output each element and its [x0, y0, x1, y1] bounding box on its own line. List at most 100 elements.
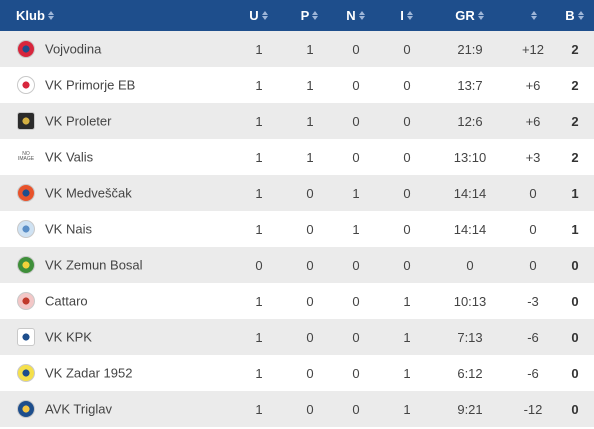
sort-icon[interactable]: [312, 11, 319, 21]
column-header-label: P: [300, 8, 310, 23]
column-header-goals[interactable]: GR: [430, 0, 510, 31]
club-logo-icon: [17, 220, 35, 238]
sort-icon[interactable]: [261, 11, 269, 21]
goal-difference-cell: -6: [527, 329, 539, 345]
column-header-points[interactable]: B: [556, 0, 594, 31]
played-cell: 1: [255, 329, 263, 345]
goals-cell: 13:10: [453, 149, 487, 165]
draws-cell: 1: [352, 185, 360, 201]
club-cell[interactable]: VK Zemun Bosal: [0, 247, 226, 283]
points-cell: 0: [571, 365, 579, 381]
table-row[interactable]: AVK Triglav 1 0 0 1 9:21 -12 0: [0, 391, 594, 427]
goal-difference-cell: +6: [525, 113, 541, 129]
points-cell: 1: [571, 185, 579, 201]
table-row[interactable]: VK Nais 1 0 1 0 14:14 0 1: [0, 211, 594, 247]
sort-icon[interactable]: [577, 11, 585, 21]
wins-cell: 0: [306, 257, 314, 273]
club-logo-icon: [17, 76, 35, 94]
club-cell[interactable]: VK Zadar 1952: [0, 355, 226, 391]
club-name[interactable]: VK Nais: [45, 221, 92, 237]
losses-cell: 0: [403, 77, 411, 93]
column-header-losses[interactable]: I: [384, 0, 430, 31]
column-header-label: N: [346, 8, 356, 23]
goal-difference-cell: +6: [525, 77, 541, 93]
club-name[interactable]: AVK Triglav: [45, 401, 112, 417]
goals-cell: 6:12: [457, 365, 483, 381]
wins-cell: 0: [306, 401, 314, 417]
club-cell[interactable]: VK Proleter: [0, 103, 226, 139]
column-header-club[interactable]: Klub: [0, 0, 226, 31]
column-header-label: B: [565, 8, 575, 23]
goal-difference-cell: +3: [525, 149, 541, 165]
club-name[interactable]: Vojvodina: [45, 41, 102, 57]
goal-difference-cell: 0: [529, 221, 537, 237]
no-image-label: NO: [22, 151, 30, 157]
played-cell: 1: [255, 113, 263, 129]
played-cell: 1: [255, 365, 263, 381]
goals-cell: 12:6: [457, 113, 483, 129]
goals-cell: 14:14: [453, 185, 487, 201]
column-header-played[interactable]: U: [226, 0, 292, 31]
column-header-draws[interactable]: N: [328, 0, 384, 31]
club-name[interactable]: VK Zadar 1952: [45, 365, 133, 381]
club-name[interactable]: VK Primorje EB: [45, 77, 136, 93]
club-cell[interactable]: NO IMAGE VK Valis: [0, 139, 226, 175]
goals-cell: 21:9: [457, 41, 483, 57]
club-cell[interactable]: VK Primorje EB: [0, 67, 226, 103]
club-name[interactable]: VK KPK: [45, 329, 92, 345]
club-name[interactable]: VK Zemun Bosal: [45, 257, 143, 273]
table-row[interactable]: VK Primorje EB 1 1 0 0 13:7 +6 2: [0, 67, 594, 103]
table-row[interactable]: VK Zemun Bosal 0 0 0 0 0 0 0: [0, 247, 594, 283]
club-logo-icon: [17, 364, 35, 382]
club-cell[interactable]: VK Nais: [0, 211, 226, 247]
goal-difference-cell: -12: [523, 401, 543, 417]
club-name[interactable]: VK Medveščak: [45, 185, 132, 201]
played-cell: 1: [255, 221, 263, 237]
table-row[interactable]: VK KPK 1 0 0 1 7:13 -6 0: [0, 319, 594, 355]
club-name[interactable]: VK Valis: [45, 149, 94, 165]
column-header-label: Klub: [16, 8, 45, 23]
sort-icon[interactable]: [358, 11, 366, 21]
table-header-row: Klub U P N I GR B: [0, 0, 594, 31]
table-row[interactable]: VK Medveščak 1 0 1 0 14:14 0 1: [0, 175, 594, 211]
sort-icon[interactable]: [406, 11, 414, 21]
club-logo-icon: [17, 400, 35, 418]
losses-cell: 0: [403, 149, 411, 165]
club-cell[interactable]: VK KPK: [0, 319, 226, 355]
sort-icon[interactable]: [477, 11, 485, 21]
goals-cell: 10:13: [453, 293, 487, 309]
wins-cell: 1: [306, 113, 314, 129]
club-name[interactable]: Cattaro: [45, 293, 88, 309]
played-cell: 1: [255, 77, 263, 93]
table-row[interactable]: Cattaro 1 0 0 1 10:13 -3 0: [0, 283, 594, 319]
draws-cell: 0: [352, 77, 360, 93]
played-cell: 1: [255, 41, 263, 57]
column-header-wins[interactable]: P: [292, 0, 328, 31]
wins-cell: 1: [306, 149, 314, 165]
goals-cell: 7:13: [457, 329, 483, 345]
losses-cell: 0: [403, 221, 411, 237]
points-cell: 0: [571, 257, 579, 273]
table-row[interactable]: Vojvodina 1 1 0 0 21:9 +12 2: [0, 31, 594, 67]
club-cell[interactable]: AVK Triglav: [0, 391, 226, 427]
points-cell: 2: [571, 77, 579, 93]
club-cell[interactable]: Vojvodina: [0, 31, 226, 67]
draws-cell: 0: [352, 149, 360, 165]
table-row[interactable]: VK Proleter 1 1 0 0 12:6 +6 2: [0, 103, 594, 139]
club-logo-icon: [17, 328, 35, 346]
sort-icon[interactable]: [47, 11, 55, 21]
losses-cell: 0: [403, 113, 411, 129]
column-header-label: U: [249, 8, 259, 23]
no-image-icon: NO IMAGE: [17, 148, 35, 166]
club-cell[interactable]: VK Medveščak: [0, 175, 226, 211]
table-row[interactable]: NO IMAGE VK Valis 1 1 0 0 13:10 +3 2: [0, 139, 594, 175]
wins-cell: 0: [306, 365, 314, 381]
table-row[interactable]: VK Zadar 1952 1 0 0 1 6:12 -6 0: [0, 355, 594, 391]
column-header-goal-difference[interactable]: [510, 0, 556, 31]
losses-cell: 0: [403, 185, 411, 201]
club-cell[interactable]: Cattaro: [0, 283, 226, 319]
sort-icon[interactable]: [531, 11, 538, 21]
club-name[interactable]: VK Proleter: [45, 113, 112, 129]
club-logo-icon: [17, 40, 35, 58]
